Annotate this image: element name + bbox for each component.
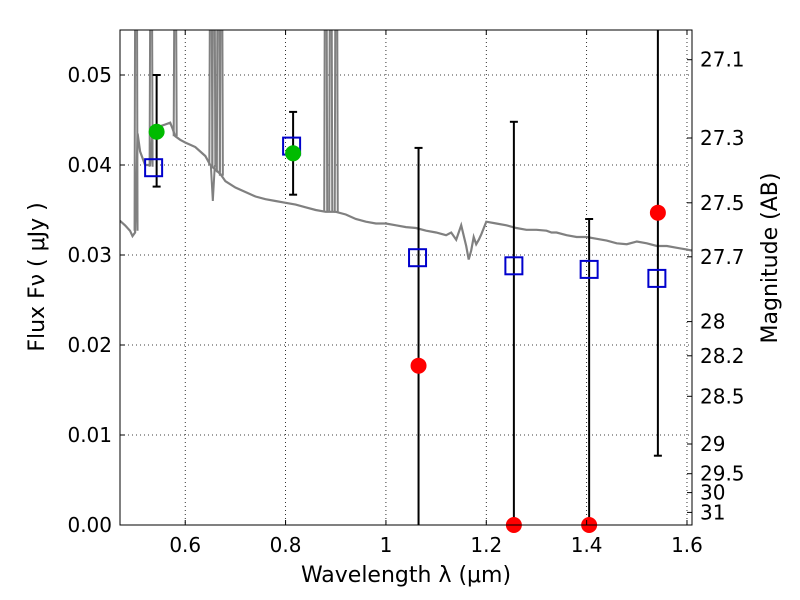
y-tick-label: 0.03 (67, 243, 112, 267)
spectrum-continuum (120, 121, 692, 260)
detection-point (285, 145, 302, 162)
x-tick-label: 1.6 (671, 533, 703, 557)
mag-tick-label: 28.5 (700, 384, 745, 408)
spectrum-emission-line (133, 30, 139, 231)
spectrum-emission-line (211, 30, 217, 167)
model-photometry-point (504, 256, 524, 276)
spectrum-emission-line (218, 30, 224, 176)
y-axis-label-right: Magnitude (AB) (758, 173, 783, 344)
y-tick-label: 0.01 (67, 423, 112, 447)
detection-point (148, 123, 165, 140)
x-tick-label: 0.8 (270, 533, 302, 557)
mag-tick-label: 31 (700, 500, 725, 524)
model-photometry-point (144, 158, 164, 178)
plot-frame (119, 29, 693, 526)
mag-tick-label: 28.2 (700, 344, 745, 368)
grid (120, 30, 692, 525)
mag-tick-label: 27.7 (700, 245, 745, 269)
y-tick-label: 0.00 (67, 513, 112, 537)
spectrum-emission-line (333, 30, 339, 213)
data-points (144, 30, 667, 533)
x-tick-label: 1.2 (470, 533, 502, 557)
x-tick-label: 1.4 (571, 533, 603, 557)
model-photometry-point (579, 259, 599, 279)
x-tick-label: 0.6 (169, 533, 201, 557)
mag-tick-label: 27.1 (700, 48, 745, 72)
model-photometry-point (408, 248, 428, 268)
mag-tick-label: 30 (700, 481, 725, 505)
spectrum-emission-line (148, 30, 154, 167)
y-tick-label: 0.02 (67, 333, 112, 357)
spectrum-emission-line (328, 30, 334, 212)
mag-tick-label: 27.5 (700, 191, 745, 215)
model-spectrum (120, 30, 692, 260)
y-tick-label: 0.05 (67, 63, 112, 87)
nondetection-point (410, 357, 427, 374)
x-tick-label: 1 (380, 533, 393, 557)
x-axis-label: Wavelength λ (μm) (301, 563, 511, 588)
spectrum-emission-line (172, 30, 178, 137)
spectrum-emission-line (323, 30, 329, 212)
mag-tick-label: 29 (700, 432, 725, 456)
y-axis-label: Flux Fν ( μJy ) (25, 202, 50, 351)
mag-tick-label: 27.3 (700, 126, 745, 150)
model-photometry-point (647, 268, 667, 288)
axes: 0.6 0.8 1 1.2 1.4 1.6 0.00 0.01 0.02 0.03 0.04 0.05… (67, 30, 745, 557)
mag-tick-label: 28 (700, 310, 725, 334)
nondetection-point (649, 204, 666, 221)
mag-tick-label: 29.5 (700, 462, 745, 486)
y-tick-label: 0.04 (67, 153, 112, 177)
spectrum-absorption-line (209, 164, 216, 202)
